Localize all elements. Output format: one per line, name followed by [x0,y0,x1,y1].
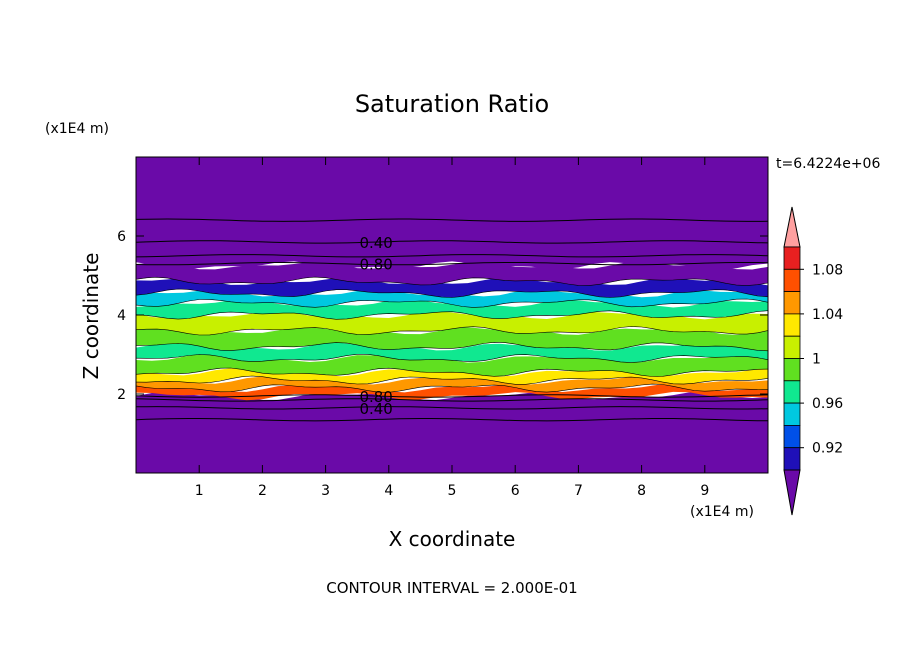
band-boundary [136,341,768,352]
y-tick-label: 6 [117,229,126,245]
colorbar-swatch [783,291,801,315]
time-label: t=6.4224e+06 [776,156,880,172]
colorbar-label: 1 [812,352,821,368]
contour-line [136,254,768,258]
x-tick-label: 6 [511,483,520,499]
colorbar-label: 0.92 [812,441,843,457]
contour-label: 0.80 [359,388,392,406]
contour-band [136,261,768,286]
colorbar-swatch [783,313,801,337]
contour-line [136,418,768,422]
colorbar-swatch [783,380,801,404]
colorbar-label: 1.04 [812,307,843,323]
x-tick-label: 2 [258,483,267,499]
band-boundary [136,310,768,320]
band-boundary [136,383,768,393]
contour-interval-footer: CONTOUR INTERVAL = 2.000E-01 [326,579,577,597]
contour-line [136,406,768,410]
contour-line [136,398,768,402]
colorbar-swatch [783,424,801,449]
x-axis-label: X coordinate [389,527,516,551]
colorbar-swatch [783,447,801,471]
colorbar: 1.08 1.04 1 0.96 0.92 [783,206,843,516]
colorbar-swatch [783,268,801,292]
x-tick-label: 3 [321,483,330,499]
contour-label: 0.40 [359,234,392,252]
y-axis-unit: (x1E4 m) [45,121,109,137]
colorbar-swatch [783,402,801,426]
contour-band [136,342,768,363]
contour-band [136,391,768,473]
band-boundary [136,354,768,363]
y-tick-label: 2 [117,387,126,403]
x-tick-label: 5 [448,483,457,499]
x-tick-label: 4 [384,483,393,499]
colorbar-top-arrow [783,206,801,248]
x-tick-label: 8 [637,483,646,499]
colorbar-swatch [783,358,801,382]
band-boundary [136,298,768,308]
colorbar-bottom-arrow [783,469,801,516]
contour-line [136,262,768,266]
contour-band [136,298,768,320]
x-tick-label: 9 [700,483,709,499]
y-axis-label: Z coordinate [79,253,103,380]
x-axis-unit: (x1E4 m) [690,504,754,520]
contour-band [136,277,768,298]
x-tick-label: 1 [195,483,204,499]
colorbar-swatch [783,246,801,270]
colorbar-swatch [783,335,801,359]
contour-label: 0.80 [359,256,392,274]
band-boundary [136,276,768,286]
band-boundary [136,375,768,385]
contour-line [136,218,768,222]
colorbar-label: 0.96 [812,396,843,412]
colorbar-label: 1.08 [812,262,843,278]
contour-band [136,326,768,351]
band-boundary [136,367,768,377]
band-boundary [136,288,768,298]
x-tick-label: 7 [574,483,583,499]
contour-label: 0.40 [359,400,392,418]
contour-line [136,394,768,398]
field [136,157,768,473]
chart-title: Saturation Ratio [355,90,549,118]
contour-band [136,310,768,335]
y-tick-label: 4 [117,308,126,324]
band-boundary [136,326,768,336]
contour-line [136,240,768,244]
